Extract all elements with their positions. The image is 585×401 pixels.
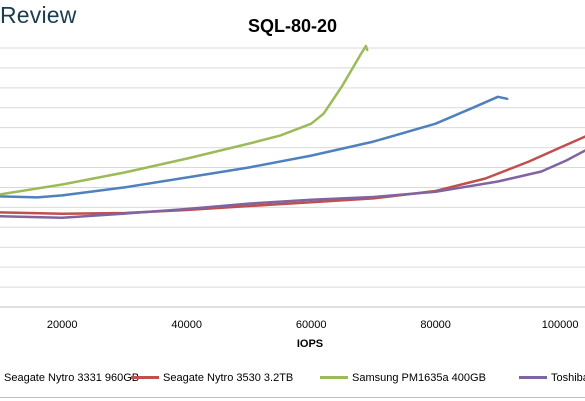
legend-item: Samsung PM1635a 400GB xyxy=(320,372,486,384)
series-line-4 xyxy=(0,149,585,219)
legend-label: Seagate Nytro 3530 3.2TB xyxy=(163,372,294,384)
x-tick-label: 100000 xyxy=(542,319,579,331)
legend-swatch xyxy=(131,375,159,379)
chart-title: SQL-80-20 xyxy=(247,16,338,36)
x-tick-label: 60000 xyxy=(296,319,327,331)
legend-label: Samsung PM1635a 400GB xyxy=(352,372,486,384)
legend-swatch xyxy=(320,375,348,379)
legend-item: Toshiba xyxy=(519,372,585,384)
series-line-1 xyxy=(0,95,509,199)
x-tick-label: 40000 xyxy=(171,319,202,331)
legend-label: Seagate Nytro 3331 960GB xyxy=(4,372,140,384)
legend-item: Seagate Nytro 3331 960GB xyxy=(0,372,139,384)
chart-legend: Seagate Nytro 3331 960GB Seagate Nytro 35… xyxy=(0,372,585,390)
brand-logo-text: Review xyxy=(0,2,77,28)
series-line-3 xyxy=(0,44,369,196)
legend-item: Seagate Nytro 3530 3.2TB xyxy=(131,372,293,384)
legend-label: Toshiba xyxy=(551,372,585,384)
x-tick-label: 80000 xyxy=(420,319,451,331)
x-axis-title: IOPS xyxy=(297,338,323,350)
legend-divider xyxy=(0,397,585,398)
legend-swatch xyxy=(519,375,547,379)
x-tick-label: 20000 xyxy=(47,319,78,331)
